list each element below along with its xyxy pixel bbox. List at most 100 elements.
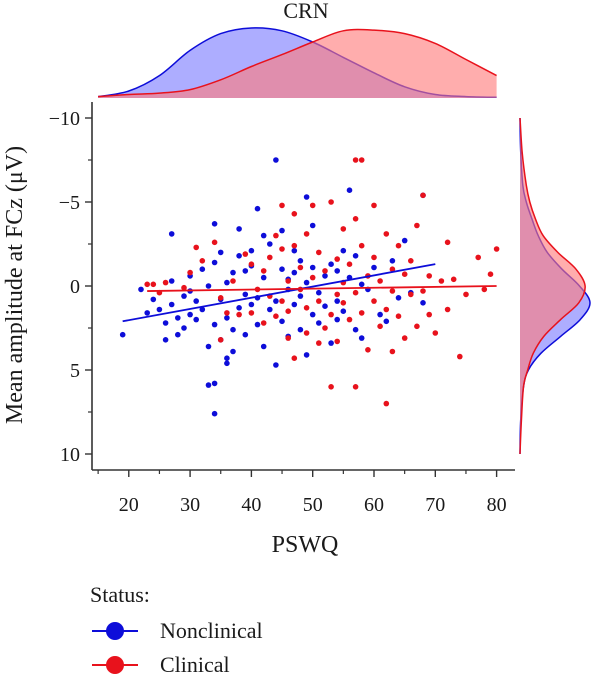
y-axis-label: Mean amplitude at FCz (μV) (2, 146, 28, 424)
point-clinical (217, 337, 224, 343)
point-nonclinical (193, 298, 199, 304)
point-clinical (420, 288, 426, 294)
point-nonclinical (273, 362, 279, 368)
point-nonclinical (211, 380, 218, 387)
x-tick-label: 30 (180, 494, 200, 516)
point-clinical (260, 268, 267, 274)
point-clinical (371, 202, 377, 209)
point-clinical (377, 278, 383, 284)
legend-label-clinical: Clinical (160, 652, 230, 677)
point-clinical (248, 310, 255, 316)
point-nonclinical (230, 326, 236, 333)
point-nonclinical (199, 266, 206, 273)
point-clinical (291, 355, 298, 362)
point-nonclinical (322, 303, 328, 310)
point-nonclinical (334, 268, 341, 274)
point-nonclinical (377, 311, 383, 318)
point-nonclinical (279, 227, 285, 234)
point-clinical (457, 353, 463, 360)
point-nonclinical (383, 318, 390, 325)
point-clinical (352, 157, 359, 163)
point-clinical (322, 325, 328, 331)
point-nonclinical (260, 274, 267, 281)
point-clinical (279, 246, 285, 252)
y-tick-label: −5 (59, 192, 80, 214)
point-clinical (322, 268, 328, 274)
tick-labels: 20 30 40 50 60 70 80 −10 −5 0 5 10 (49, 108, 507, 516)
point-nonclinical (242, 268, 249, 274)
point-nonclinical (352, 253, 359, 259)
right-density-area-clinical (520, 118, 586, 454)
legend-item-clinical: Clinical (90, 648, 263, 682)
point-clinical (414, 222, 420, 229)
point-clinical (334, 338, 341, 345)
point-nonclinical (291, 301, 298, 308)
y-tick-label: 10 (60, 444, 80, 466)
point-clinical (291, 211, 298, 217)
x-axis-label: PSWQ (272, 532, 339, 558)
point-clinical (285, 335, 292, 341)
point-nonclinical (303, 194, 310, 200)
point-nonclinical (316, 289, 322, 296)
point-clinical (193, 244, 199, 251)
data-points (119, 157, 500, 417)
point-clinical (328, 311, 334, 318)
point-nonclinical (267, 306, 273, 313)
point-nonclinical (316, 320, 322, 326)
point-nonclinical (187, 311, 193, 318)
point-clinical (260, 320, 267, 326)
point-clinical (475, 254, 482, 261)
point-clinical (383, 306, 390, 313)
point-clinical (426, 273, 433, 279)
point-clinical (150, 281, 157, 288)
point-clinical (408, 258, 414, 264)
point-clinical (432, 330, 439, 336)
point-clinical (340, 300, 347, 306)
point-clinical (426, 311, 433, 318)
point-clinical (309, 274, 316, 281)
point-nonclinical (273, 298, 279, 304)
point-clinical (303, 231, 310, 237)
x-tick-label: 70 (425, 494, 445, 516)
point-nonclinical (334, 298, 341, 304)
point-clinical (162, 279, 169, 286)
point-clinical (334, 291, 341, 298)
point-nonclinical (322, 273, 328, 279)
point-nonclinical (395, 295, 402, 301)
point-clinical (285, 278, 292, 284)
point-nonclinical (138, 286, 144, 293)
legend-item-nonclinical: Nonclinical (90, 614, 263, 648)
point-clinical (297, 264, 304, 271)
point-clinical (316, 298, 322, 304)
point-nonclinical (119, 331, 126, 338)
point-clinical (291, 242, 298, 249)
point-nonclinical (371, 264, 377, 271)
point-nonclinical (224, 315, 230, 321)
point-nonclinical (273, 157, 279, 163)
point-clinical (187, 269, 193, 276)
point-clinical (279, 202, 285, 209)
point-clinical (273, 313, 279, 320)
point-nonclinical (334, 316, 341, 323)
point-clinical (242, 251, 249, 257)
point-clinical (334, 256, 341, 262)
point-clinical (383, 400, 390, 407)
point-clinical (352, 216, 359, 222)
point-clinical (481, 286, 488, 293)
point-nonclinical (211, 259, 218, 266)
point-clinical (346, 316, 353, 323)
point-clinical (273, 232, 279, 239)
top-density-line-clinical (98, 28, 497, 98)
point-clinical (199, 258, 206, 264)
point-clinical (267, 254, 273, 261)
point-nonclinical (168, 301, 175, 308)
point-clinical (358, 157, 365, 163)
point-clinical (389, 348, 396, 355)
point-clinical (408, 291, 414, 298)
point-nonclinical (205, 343, 212, 350)
point-clinical (401, 335, 408, 341)
x-tick-label: 80 (487, 494, 507, 516)
point-clinical (493, 246, 500, 252)
point-nonclinical (217, 249, 224, 256)
